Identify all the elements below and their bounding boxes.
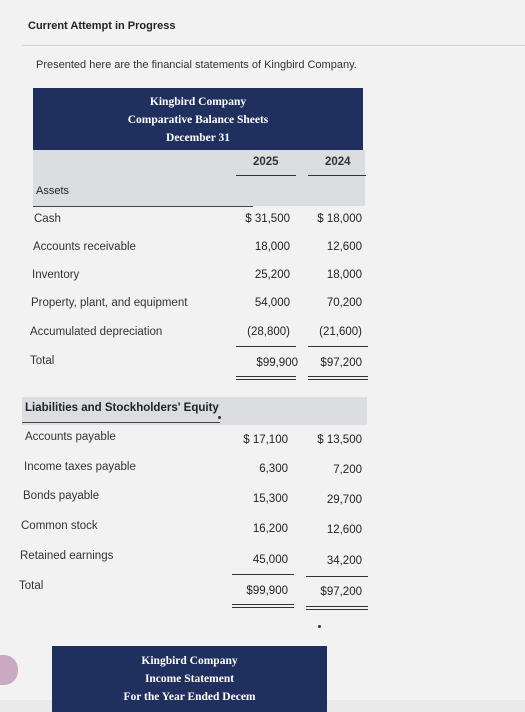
asset-value-2025: $ 31,500 (245, 213, 290, 225)
year-2025-underline (236, 175, 296, 176)
asset-value-2024: (21,600) (319, 326, 362, 338)
asset-value-2025: 18,000 (254, 241, 290, 253)
year-2024-underline (308, 175, 366, 176)
year-2025-header: 2025 (253, 156, 279, 168)
liability-total-label: Total (19, 580, 44, 592)
asset-row-label: Accounts receivable (33, 241, 136, 253)
liabilities-section-band (22, 397, 367, 425)
asset-row-label: Cash (34, 213, 61, 225)
asset-row-label: Accumulated depreciation (30, 326, 163, 338)
assets-heading-underline (33, 206, 253, 207)
total-double-underline-2025 (236, 376, 296, 380)
subtotal-line-2024 (306, 576, 368, 577)
liability-total-2024: $97,200 (320, 586, 362, 598)
liability-row-label: Common stock (21, 520, 98, 532)
liability-value-2024: 7,200 (333, 464, 362, 476)
asset-total-2025: $99,900 (256, 357, 298, 369)
income-statement-header: Kingbird Company Income Statement For th… (52, 646, 327, 712)
total-double-underline-2024 (308, 376, 368, 380)
liability-row-label: Accounts payable (25, 431, 116, 443)
balance-sheet-header: Kingbird Company Comparative Balance She… (33, 88, 363, 155)
liability-value-2024: $ 13,500 (317, 434, 362, 446)
total-double-underline-2025 (232, 604, 294, 608)
liabilities-heading-underline (22, 422, 220, 423)
liability-total-2025: $99,900 (246, 585, 288, 597)
liabilities-heading: Liabilities and Stockholders' Equity (25, 402, 219, 414)
liability-value-2024: 29,700 (326, 494, 362, 506)
asset-value-2025: 54,000 (254, 297, 290, 309)
statement-date: December 31 (166, 132, 230, 144)
attempt-status-title: Current Attempt in Progress (28, 20, 176, 32)
company-name: Kingbird Company (141, 655, 238, 667)
asset-row-label: Property, plant, and equipment (31, 297, 188, 309)
subtotal-line-2025 (236, 346, 296, 347)
liability-row-label: Retained earnings (20, 550, 114, 562)
subtotal-line-2025 (232, 574, 294, 575)
liability-value-2024: 34,200 (326, 555, 362, 567)
decorative-dot (218, 416, 221, 419)
asset-value-2024: $ 18,000 (317, 213, 362, 225)
liability-value-2025: 16,200 (252, 523, 288, 535)
statement-name: Income Statement (144, 673, 235, 685)
total-double-underline-2024 (306, 606, 368, 610)
header-divider (22, 45, 525, 46)
intro-text: Presented here are the financial stateme… (36, 59, 357, 71)
statement-name: Comparative Balance Sheets (127, 114, 269, 126)
liability-value-2025: 45,000 (252, 554, 288, 566)
asset-total-2024: $97,200 (320, 357, 362, 369)
asset-row-label: Inventory (32, 269, 80, 281)
asset-value-2025: (28,800) (247, 326, 290, 338)
company-name: Kingbird Company (149, 96, 247, 108)
liability-value-2025: 6,300 (259, 463, 288, 475)
liability-value-2025: 15,300 (252, 493, 288, 505)
assets-section-band (33, 178, 365, 206)
asset-value-2024: 70,200 (326, 297, 362, 309)
liability-value-2025: $ 17,100 (243, 434, 288, 446)
liability-value-2024: 12,600 (326, 524, 362, 536)
asset-total-label: Total (30, 355, 55, 367)
subtotal-line-2024 (308, 346, 368, 347)
asset-value-2024: 18,000 (326, 269, 362, 281)
statement-period: For the Year Ended Decem (123, 691, 256, 703)
decorative-dot (318, 625, 321, 628)
asset-value-2024: 12,600 (326, 241, 362, 253)
year-header-band (33, 150, 365, 183)
asset-value-2025: 25,200 (254, 269, 290, 281)
assets-heading: Assets (36, 185, 70, 197)
liability-row-label: Income taxes payable (24, 461, 136, 473)
year-2024-header: 2024 (325, 156, 351, 168)
liability-row-label: Bonds payable (23, 490, 100, 502)
side-widget-handle[interactable] (0, 655, 18, 685)
